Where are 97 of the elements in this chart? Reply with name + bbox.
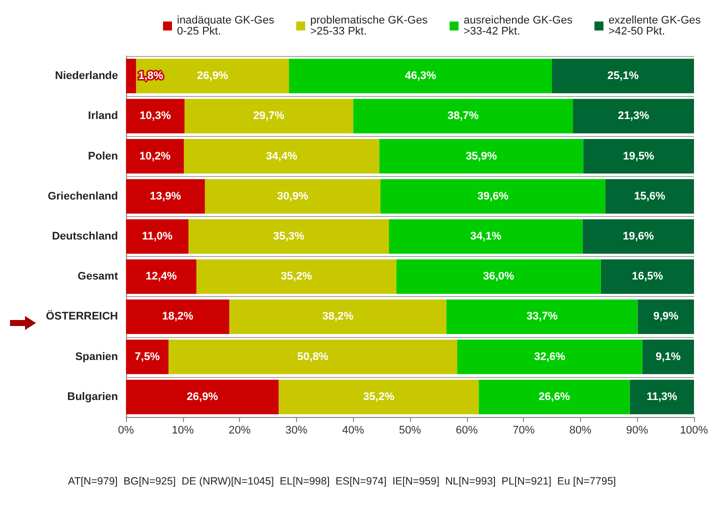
data-label: 19,6% — [622, 230, 654, 242]
bar — [478, 380, 630, 414]
bar — [278, 380, 479, 414]
bar — [184, 139, 380, 174]
x-tick-label: 10% — [172, 424, 194, 436]
x-tick-label: 50% — [398, 424, 422, 436]
bar — [457, 340, 642, 374]
x-tick-label: 40% — [342, 424, 364, 436]
data-label: 16,5% — [632, 270, 664, 283]
data-label: 35,2% — [363, 390, 395, 403]
x-tick-label: 0% — [118, 424, 134, 436]
bar — [446, 299, 638, 334]
bar — [229, 299, 446, 334]
data-label: 26,9% — [186, 390, 218, 403]
x-tick-label: 80% — [569, 424, 592, 436]
data-label: 38,2% — [322, 310, 354, 323]
bar — [126, 299, 230, 334]
bar — [642, 340, 694, 374]
y-tick-label: Bulgarien — [67, 390, 118, 403]
data-label: 11,3% — [646, 390, 678, 403]
bar — [573, 98, 694, 134]
bar — [353, 98, 574, 134]
data-label: 26,6% — [538, 390, 570, 403]
y-tick-label: Gesamt — [78, 270, 118, 283]
text: AT[N=979] BG[N=925] DE (NRW)[N=1045] EL[N=998] ES[N=974] IE[N=959] NL[N=993] PL[N=921] Eu [N=7795] — [68, 476, 616, 488]
legend-label: inadäquate GK-Ges 0-25 Pkt. — [177, 14, 275, 38]
data-label: 18,2% — [162, 310, 194, 323]
y-tick-label: Irland — [88, 110, 118, 122]
x-tick-label: 90% — [626, 424, 648, 436]
bar — [552, 58, 694, 94]
data-label: 39,6% — [477, 190, 509, 202]
data-label: 35,9% — [466, 150, 498, 162]
data-label: 50,8% — [297, 350, 329, 363]
legend-label: problematische GK-Ges >25-33 Pkt. — [310, 14, 428, 38]
bar — [126, 58, 136, 94]
bar — [126, 98, 185, 134]
data-label: 1,8% — [138, 70, 164, 82]
bar — [204, 179, 380, 214]
x-tick-label: 20% — [228, 424, 251, 436]
bar — [630, 380, 694, 414]
bar — [184, 98, 354, 134]
y-tick-label: Niederlande — [55, 70, 118, 82]
data-label: 26,9% — [197, 70, 228, 82]
data-label: 34,4% — [266, 150, 298, 162]
data-label: 35,3% — [273, 230, 305, 242]
bar — [380, 179, 606, 214]
data-label: 15,6% — [634, 190, 666, 202]
data-label: 11,0% — [142, 230, 173, 242]
bar — [126, 380, 279, 414]
bar — [126, 340, 169, 374]
data-label: 10,3% — [140, 110, 172, 122]
data-label: 19,5% — [623, 150, 654, 162]
bar — [126, 139, 184, 174]
data-label: 13,9% — [150, 190, 182, 202]
data-label: 32,6% — [534, 350, 566, 363]
x-tick-label: 30% — [285, 424, 308, 436]
bar — [196, 259, 396, 294]
bar — [126, 219, 188, 254]
bar — [605, 179, 694, 214]
bar — [582, 219, 694, 254]
x-tick-label: 60% — [456, 424, 478, 436]
y-tick-label: Polen — [88, 150, 118, 162]
bar — [638, 299, 694, 334]
data-label: 9,9% — [653, 310, 679, 323]
data-label: 9,1% — [656, 350, 681, 363]
bar — [126, 259, 196, 294]
data-label: 7,5% — [134, 350, 160, 363]
bar — [289, 58, 552, 94]
data-label: 46,3% — [404, 70, 436, 82]
data-label: 21,3% — [618, 110, 650, 122]
data-label: 30,9% — [277, 190, 309, 202]
bar — [396, 259, 601, 294]
data-label: 33,7% — [526, 310, 558, 323]
y-tick-label: Spanien — [75, 350, 118, 363]
data-label: 29,7% — [253, 110, 285, 122]
legend-label: ausreichende GK-Ges >33-42 Pkt. — [464, 14, 573, 38]
data-label: 34,1% — [470, 230, 502, 242]
data-label: 36,0% — [483, 270, 514, 283]
y-tick-label: ÖSTERREICH — [46, 310, 118, 323]
bar — [379, 139, 584, 174]
bar — [136, 58, 290, 94]
bar — [126, 179, 205, 214]
data-label: 35,2% — [280, 270, 312, 283]
bar — [188, 219, 389, 254]
bar — [583, 139, 694, 174]
bar — [388, 219, 583, 254]
legend-label: exzellente GK-Ges >42-50 Pkt. — [608, 14, 702, 38]
data-label: 38,7% — [448, 110, 479, 122]
bar — [600, 259, 694, 294]
bar — [168, 340, 458, 374]
x-tick-label: 70% — [512, 424, 535, 436]
y-tick-label: Griechenland — [48, 190, 118, 202]
data-label: 10,2% — [139, 150, 171, 162]
data-label: 25,1% — [607, 70, 639, 82]
x-tick-label: 100% — [680, 424, 708, 436]
data-label: 12,4% — [146, 270, 178, 283]
y-tick-label: Deutschland — [52, 230, 118, 242]
